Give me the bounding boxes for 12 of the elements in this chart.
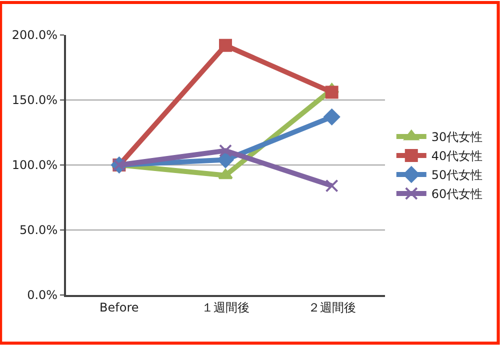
y-tick-label: 200.0% bbox=[12, 28, 58, 42]
legend-label: 50代女性 bbox=[431, 168, 483, 182]
legend-label: 40代女性 bbox=[431, 149, 483, 164]
y-tick-label: 100.0% bbox=[12, 158, 58, 172]
x-tick-label: Before bbox=[100, 300, 139, 314]
x-tick-label: ２週間後 bbox=[308, 300, 356, 314]
legend-label: 30代女性 bbox=[431, 130, 483, 144]
y-tick-label: 150.0% bbox=[12, 93, 58, 108]
y-tick-label: 50.0% bbox=[19, 223, 58, 238]
legend-label: 60代女性 bbox=[431, 187, 483, 202]
x-tick-label: １週間後 bbox=[202, 300, 250, 314]
y-tick-label: 0.0% bbox=[27, 288, 58, 302]
